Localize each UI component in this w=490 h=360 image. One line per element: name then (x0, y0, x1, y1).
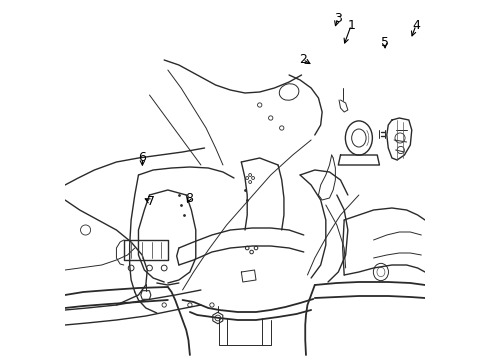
Text: 3: 3 (334, 12, 342, 24)
Text: 7: 7 (147, 195, 155, 208)
Text: 1: 1 (347, 19, 355, 32)
Text: 4: 4 (412, 19, 420, 32)
Text: 2: 2 (299, 53, 307, 66)
Text: 6: 6 (139, 151, 147, 164)
Text: 5: 5 (381, 36, 389, 49)
Text: 8: 8 (185, 192, 193, 204)
